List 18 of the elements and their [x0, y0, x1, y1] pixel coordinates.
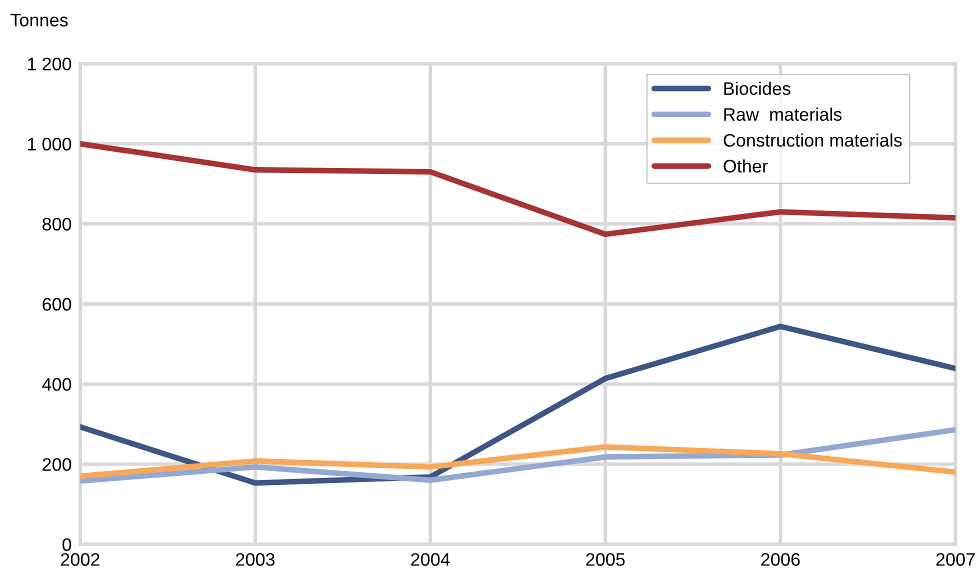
y-tick-label: 600 — [42, 298, 72, 311]
y-tick-label: 0 — [62, 538, 72, 551]
legend-label: Biocides — [724, 82, 790, 96]
legend-label: Other — [724, 159, 768, 173]
x-tick-label: 2007 — [936, 553, 975, 566]
x-tick-label: 2005 — [586, 553, 625, 566]
x-tick-label: 2006 — [761, 553, 800, 566]
y-tick-label: 400 — [42, 378, 72, 391]
y-tick-label: 1 200 — [28, 58, 72, 70]
y-tick-label: 200 — [42, 458, 72, 471]
legend-label: Raw materials — [724, 108, 842, 121]
x-tick-label: 2003 — [236, 553, 275, 566]
x-tick-label: 2002 — [61, 553, 100, 566]
y-axis-title: Tonnes — [10, 14, 68, 26]
y-tick-label: 800 — [42, 218, 72, 231]
x-tick-label: 2004 — [411, 553, 450, 566]
y-tick-label: 1 000 — [28, 138, 72, 151]
legend-label: Construction materials — [724, 133, 902, 147]
